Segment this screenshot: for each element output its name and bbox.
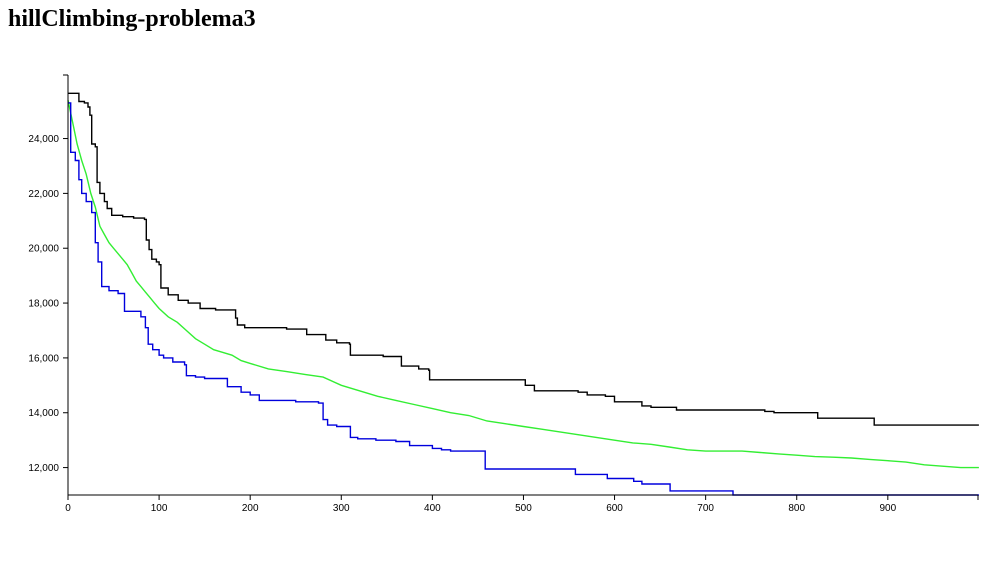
x-tick-label: 200 <box>242 503 259 514</box>
x-tick-label: 700 <box>697 503 714 514</box>
x-axis-ticks: 0 100 200 300 400 500 600 700 800 900 <box>65 495 979 514</box>
y-tick-label: 24,000 <box>28 134 59 145</box>
x-tick-label: 100 <box>151 503 168 514</box>
x-tick-label: 400 <box>424 503 441 514</box>
y-tick-label: 18,000 <box>28 299 59 310</box>
x-tick-label: 600 <box>606 503 623 514</box>
y-tick-label: 14,000 <box>28 408 59 419</box>
y-axis-ticks: 12,000 14,000 16,000 18,000 20,000 22,000 24,0… <box>28 74 68 474</box>
y-tick-label: 12,000 <box>28 463 59 474</box>
plot-area <box>67 92 979 496</box>
y-tick-label: 22,000 <box>28 189 59 200</box>
x-tick-label: 0 <box>65 503 71 514</box>
series-line-1 <box>68 92 979 426</box>
x-tick-label: 500 <box>515 503 532 514</box>
series-line-3 <box>68 102 979 496</box>
x-tick-label: 800 <box>788 503 805 514</box>
x-tick-label: 900 <box>879 503 896 514</box>
x-tick-label: 300 <box>333 503 350 514</box>
y-tick-label: 20,000 <box>28 244 59 255</box>
page-title: hillClimbing-problema3 <box>8 6 256 32</box>
series-line-2 <box>67 100 979 469</box>
y-tick-label: 16,000 <box>28 353 59 364</box>
